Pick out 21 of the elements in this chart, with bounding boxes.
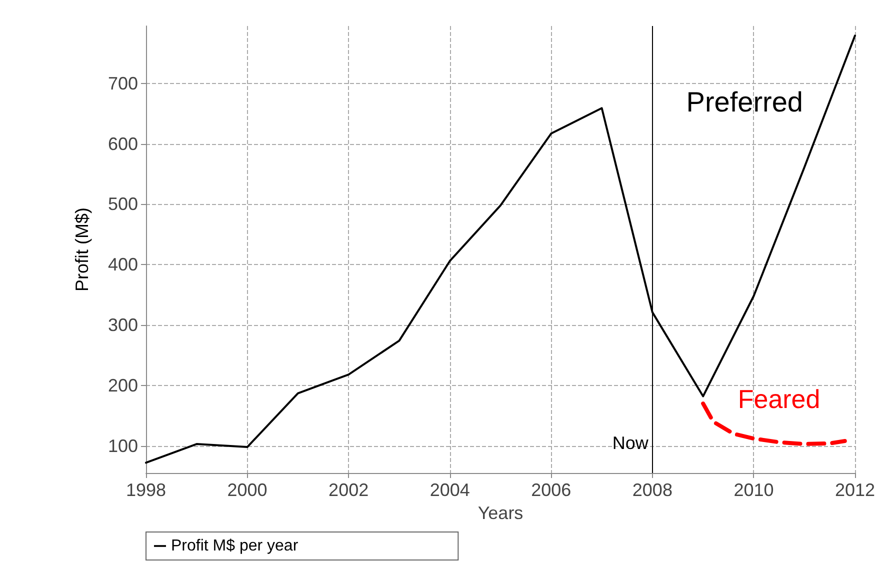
y-tick-label: 300 — [108, 315, 138, 336]
y-tick-label: 400 — [108, 254, 138, 275]
x-tick-label: 2010 — [734, 480, 774, 500]
y-tick-label: 100 — [108, 436, 138, 456]
series-label: Feared — [738, 384, 820, 414]
x-tick-label: 2000 — [227, 480, 268, 500]
x-tick-label: 2008 — [632, 480, 672, 500]
x-tick-label: 2002 — [328, 480, 369, 500]
y-tick-label: 500 — [108, 194, 138, 214]
y-tick-label: 700 — [108, 73, 138, 94]
x-tick-label: 2006 — [531, 480, 572, 500]
y-tick-label: 600 — [108, 134, 138, 154]
x-tick-label: 2004 — [430, 480, 470, 500]
y-axis-title: Profit (M$) — [72, 207, 92, 292]
ref-line-label: Now — [612, 433, 650, 453]
x-tick-label: 1998 — [126, 480, 166, 500]
annotation: Preferred — [686, 86, 803, 118]
legend-label: Profit M$ per year — [171, 538, 299, 554]
x-axis-title: Years — [478, 502, 524, 523]
y-tick-label: 200 — [108, 375, 138, 396]
x-tick-label: 2012 — [834, 480, 876, 500]
